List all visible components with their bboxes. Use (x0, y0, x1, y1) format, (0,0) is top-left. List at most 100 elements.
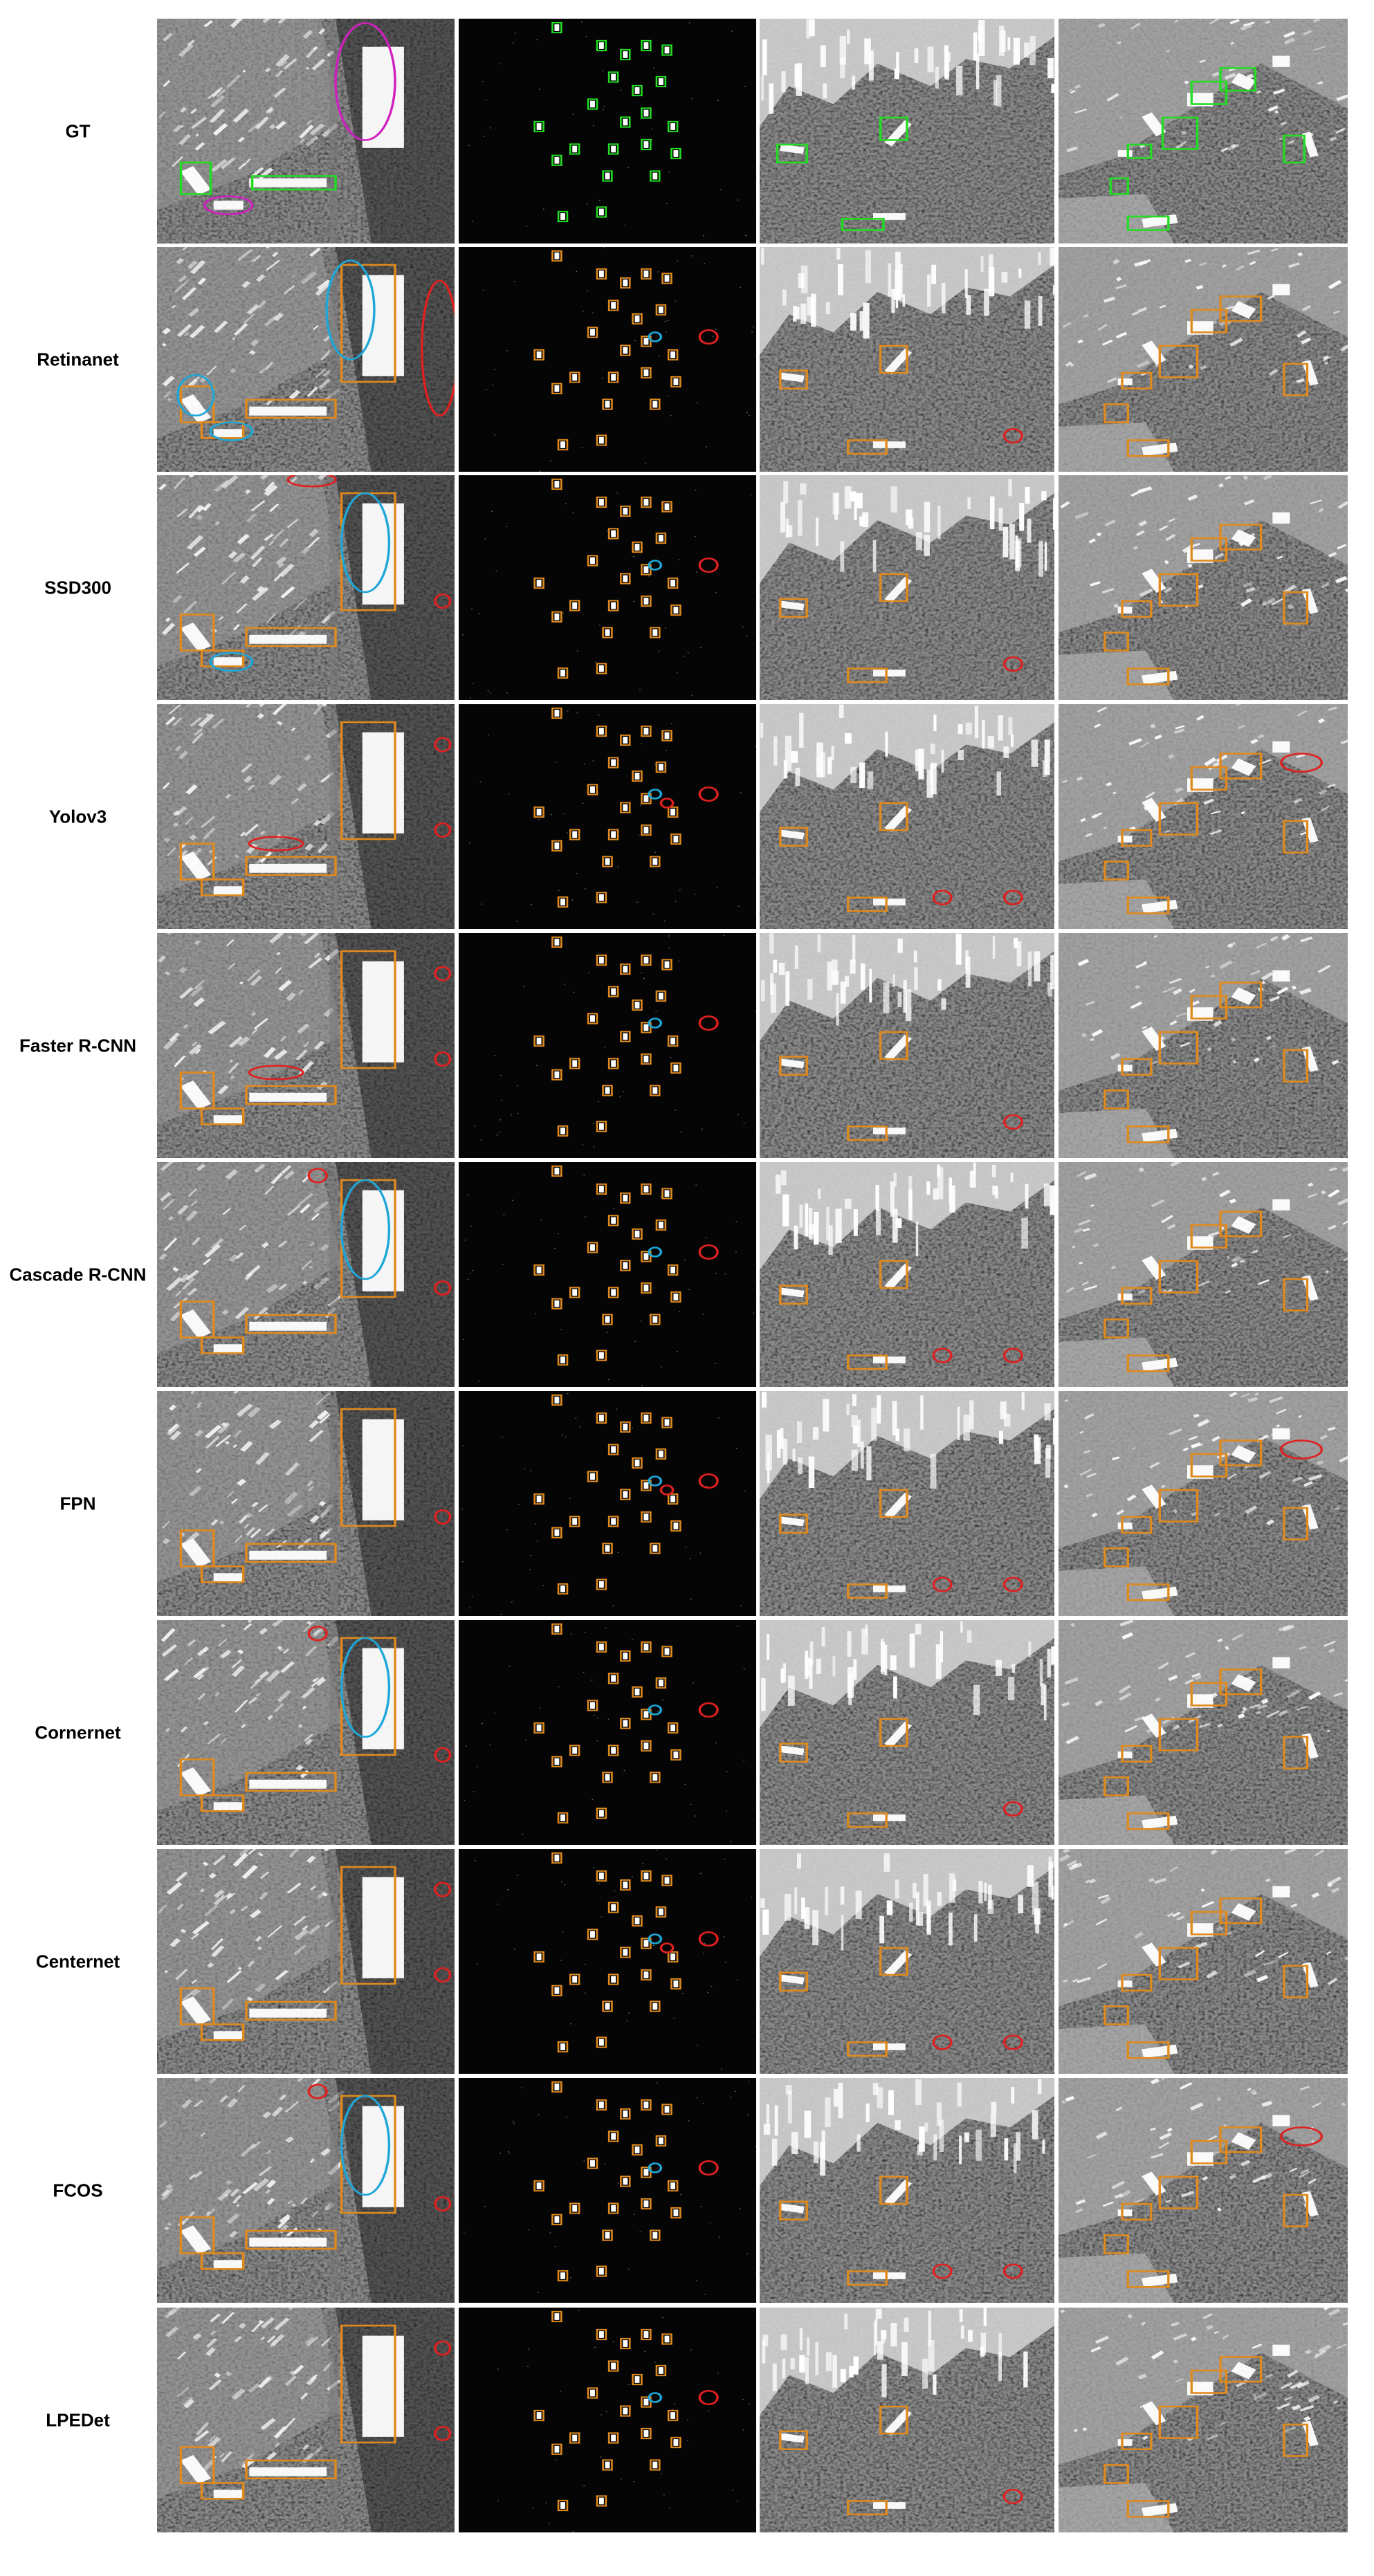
ship-target (590, 1244, 595, 1251)
sar-image-panel (760, 2078, 1054, 2303)
ship-target (611, 73, 616, 81)
ship-target (634, 2376, 640, 2383)
sar-clutter (760, 1620, 1054, 1728)
sar-image-panel (157, 1620, 455, 1845)
detection-box (1126, 1354, 1170, 1372)
ship-target (643, 1253, 649, 1260)
ship-target (634, 1689, 640, 1695)
ship-target (560, 441, 565, 448)
ship-target (670, 1953, 676, 1960)
detection-box (245, 1772, 337, 1792)
detection-box (620, 1192, 631, 1204)
ship-target (884, 805, 913, 832)
detection-box (641, 496, 652, 508)
ship-target (611, 2434, 616, 2442)
ship-target (1231, 301, 1256, 319)
gt-box (661, 44, 672, 56)
gt-box (655, 75, 667, 88)
detection-box (569, 2432, 580, 2444)
false-alarm-circle (1002, 890, 1023, 905)
detection-box (1121, 829, 1153, 847)
ship-targets (536, 939, 679, 1134)
detection-box (607, 2131, 619, 2142)
detection-box (1158, 2405, 1199, 2439)
detection-box (596, 725, 607, 737)
sar-clutter (760, 1391, 1054, 1499)
detection-box (587, 1242, 598, 1253)
ship-target (554, 252, 560, 259)
detection-box (670, 2436, 681, 2449)
detection-box (650, 856, 661, 867)
detection-box (1158, 1260, 1199, 1294)
gt-box (641, 138, 652, 151)
ship-target (605, 629, 610, 636)
ship-target (884, 2409, 913, 2436)
detection-box (879, 1260, 908, 1289)
gt-highlight-ellipse (334, 22, 396, 141)
ship-target (673, 1065, 679, 1071)
sar-clutter (475, 1849, 756, 2070)
detection-box (650, 398, 661, 410)
false-alarm-circle (434, 1882, 452, 1897)
ship-target (362, 732, 404, 834)
ship-target (658, 1908, 663, 1915)
ship-target (634, 1460, 640, 1466)
detection-box (1283, 2193, 1309, 2227)
detection-box (340, 2324, 396, 2444)
ship-target (664, 961, 670, 968)
annotations (779, 2405, 1023, 2516)
sar-image-panel (459, 19, 756, 243)
ship-target (652, 2461, 658, 2469)
sar-image-panel (1059, 19, 1348, 243)
detection-box (596, 1350, 607, 1361)
annotations (533, 21, 681, 223)
ship-target (611, 1904, 616, 1911)
detection-box (620, 573, 631, 585)
ship-target (670, 580, 676, 587)
detection-box (179, 1987, 215, 2025)
ship-target (658, 306, 663, 313)
false-alarm-circle (698, 1473, 719, 1489)
ship-target (623, 279, 628, 286)
missed-target-ellipse (648, 1018, 663, 1029)
ship-target (1187, 778, 1213, 792)
sar-image-panel (760, 704, 1054, 929)
ship-targets (779, 805, 913, 905)
sar-image-panel (459, 933, 756, 1158)
detection-box (587, 2387, 598, 2399)
detection-box (641, 1511, 652, 1523)
detection-box (779, 1285, 808, 1305)
detection-box (641, 2396, 652, 2408)
ship-target (664, 503, 670, 510)
ship-target (598, 270, 604, 277)
detection-box (1126, 896, 1170, 914)
false-alarm-circle (1002, 1801, 1023, 1817)
ship-targets (180, 1877, 404, 2041)
ship-target (779, 372, 805, 383)
detection-box (607, 300, 619, 311)
sar-image-panel (760, 2308, 1054, 2532)
sar-image-panel (1059, 2308, 1348, 2532)
gt-box (841, 217, 885, 231)
sar-clutter (468, 21, 746, 237)
detection-box (1219, 2126, 1263, 2153)
detection-box (641, 1251, 652, 1262)
detection-box (200, 2023, 245, 2041)
ship-target (643, 141, 649, 148)
detection-box (650, 2459, 661, 2471)
false-alarm-circle (307, 2083, 328, 2099)
ship-target (623, 1882, 628, 1888)
ship-target (536, 1953, 542, 1960)
ship-target (673, 1751, 679, 1758)
detection-box (533, 1722, 544, 1734)
annotations (533, 1852, 719, 2053)
ship-targets (1117, 1657, 1319, 1830)
ship-target (664, 46, 670, 54)
detection-box (607, 2202, 619, 2214)
ship-target (554, 1071, 560, 1078)
sar-image-panel (760, 475, 1054, 700)
detection-box (1219, 982, 1263, 1009)
missed-target-ellipse (209, 652, 254, 672)
detection-box (879, 802, 908, 831)
annotations (1103, 1211, 1309, 1372)
